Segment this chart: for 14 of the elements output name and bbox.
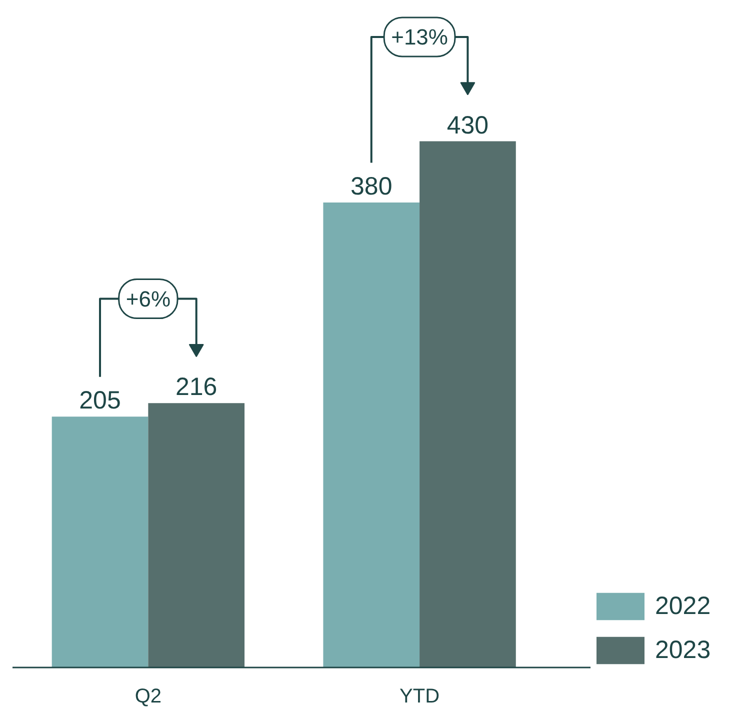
x-tick-label: Q2 xyxy=(134,686,162,708)
text: +13% xyxy=(391,24,448,50)
data-label: 205 xyxy=(79,386,121,415)
data-label: 216 xyxy=(175,373,218,402)
bar xyxy=(420,141,516,668)
data-label: 430 xyxy=(446,111,489,140)
bar xyxy=(148,403,245,668)
legend-label: 2022 xyxy=(655,592,711,620)
data-label: 380 xyxy=(350,172,392,201)
x-tick-label: YTD xyxy=(400,686,440,708)
annotation: +6% xyxy=(126,286,171,312)
bar xyxy=(323,202,420,668)
bar xyxy=(52,416,148,668)
legend-label: 2023 xyxy=(655,636,711,664)
